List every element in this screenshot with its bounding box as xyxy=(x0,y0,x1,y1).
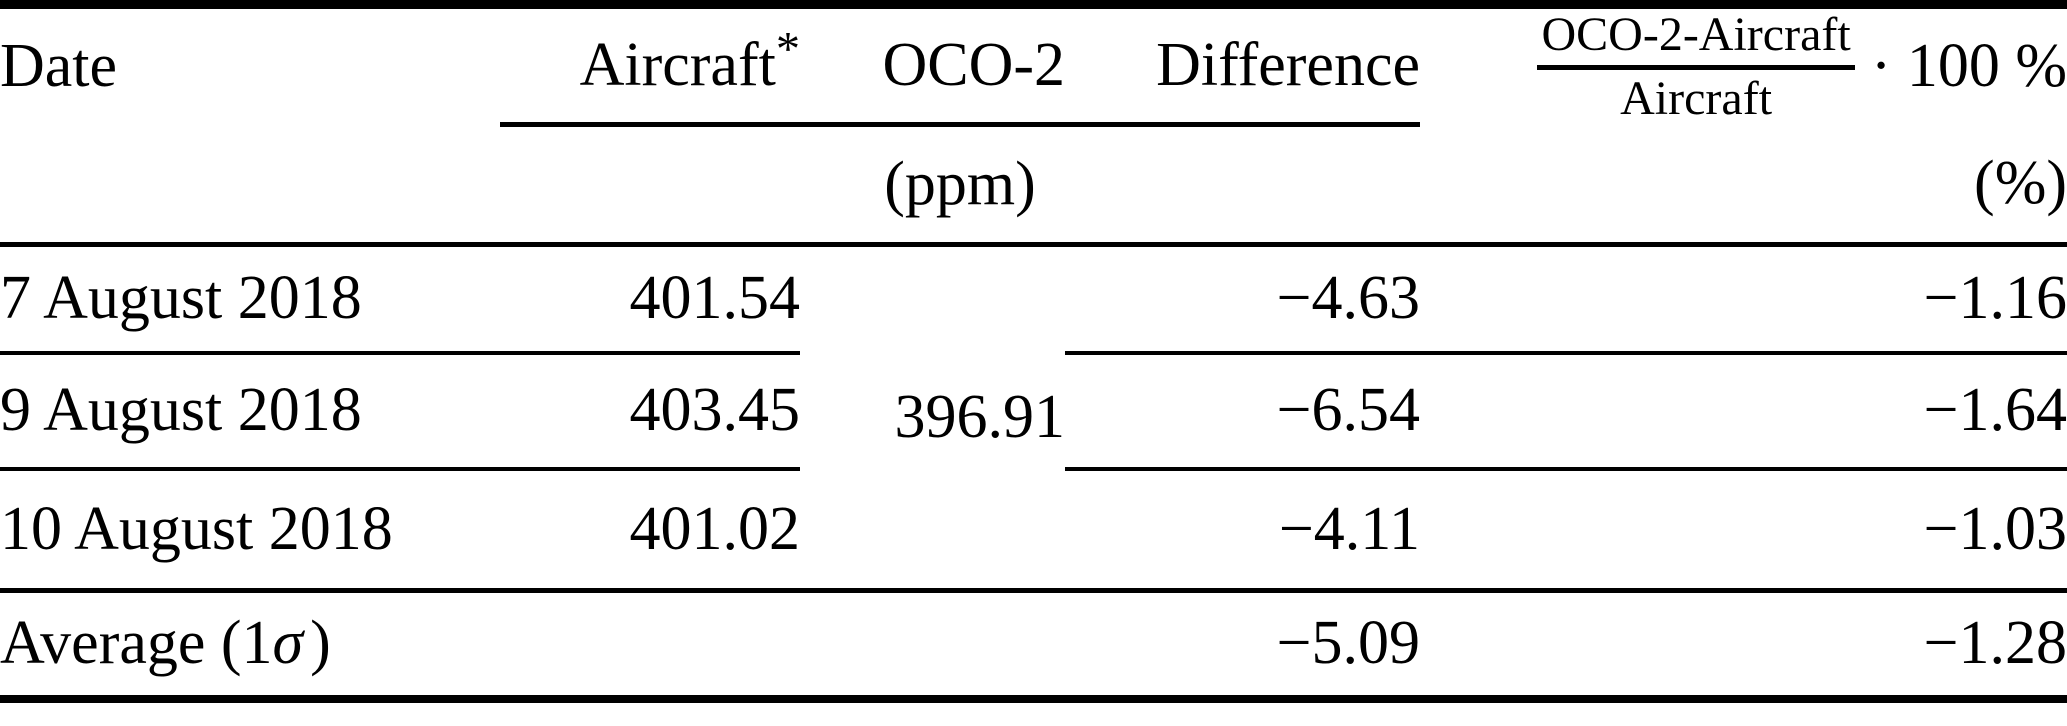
aircraft-header-label: Aircraft xyxy=(579,31,776,100)
date-cell: 9 August 2018 xyxy=(0,352,500,471)
summary-label-suffix: ) xyxy=(310,609,331,678)
sigma-symbol: σ xyxy=(272,609,304,678)
summary-percent-diff-cell: −1.28 xyxy=(1923,609,2067,678)
aircraft-footnote-marker: * xyxy=(775,22,800,76)
date-cell: 10 August 2018 xyxy=(0,468,500,594)
ppm-unit-label: (ppm) xyxy=(500,124,1420,248)
difference-value-cell: −4.63 xyxy=(1065,244,1420,355)
oco2-header: OCO-2 xyxy=(800,4,1065,128)
units-empty-cell xyxy=(0,124,500,248)
summary-label-prefix: Average (1 xyxy=(0,609,273,678)
oco2-shared-value-cell: 396.91 xyxy=(800,244,1065,594)
ratio-multiplier: · 100 % xyxy=(1870,32,2067,101)
difference-header: Difference xyxy=(1065,4,1420,128)
aircraft-header: Aircraft* xyxy=(500,4,800,128)
table-row: 7 August 2018 401.54 396.91 −4.63 −1.16 xyxy=(0,244,2067,594)
date-header: Date xyxy=(0,32,118,101)
summary-row: Average (1σ) −5.09 −1.28 xyxy=(0,591,2067,699)
ratio-numerator: OCO-2-Aircraft xyxy=(1537,9,1855,70)
summary-empty-oco2-cell xyxy=(800,591,1065,699)
percent-diff-value-cell: −1.03 xyxy=(1420,468,2067,594)
summary-label-cell: Average (1σ) xyxy=(0,591,500,699)
table-row: 9 August 2018 403.45 −6.54 −1.64 xyxy=(0,352,2067,471)
table-row: 10 August 2018 401.02 −4.11 −1.03 xyxy=(0,468,2067,594)
aircraft-value-cell: 401.54 xyxy=(500,244,800,355)
ratio-header: OCO-2-Aircraft Aircraft · 100 % xyxy=(1420,5,2067,125)
summary-difference-cell: −5.09 xyxy=(1276,609,1420,678)
units-row: (ppm) (%) xyxy=(0,124,2067,248)
date-cell: 7 August 2018 xyxy=(0,244,500,355)
difference-value-cell: −6.54 xyxy=(1065,352,1420,471)
comparison-table: Date Aircraft* OCO-2 Difference OCO-2-Ai… xyxy=(0,0,2067,703)
ratio-expression: OCO-2-Aircraft Aircraft · 100 % xyxy=(1420,9,2067,125)
aircraft-value-cell: 401.02 xyxy=(500,468,800,594)
ratio-denominator: Aircraft xyxy=(1620,71,1773,125)
header-row: Date Aircraft* OCO-2 Difference OCO-2-Ai… xyxy=(0,4,2067,128)
difference-value-cell: −4.11 xyxy=(1065,468,1420,594)
aircraft-value-cell: 403.45 xyxy=(500,352,800,471)
percent-unit-label: (%) xyxy=(1420,124,2067,248)
percent-diff-value-cell: −1.16 xyxy=(1420,244,2067,355)
percent-diff-value-cell: −1.64 xyxy=(1420,352,2067,471)
ratio-fraction: OCO-2-Aircraft Aircraft xyxy=(1537,9,1855,125)
summary-empty-aircraft-cell xyxy=(500,591,800,699)
